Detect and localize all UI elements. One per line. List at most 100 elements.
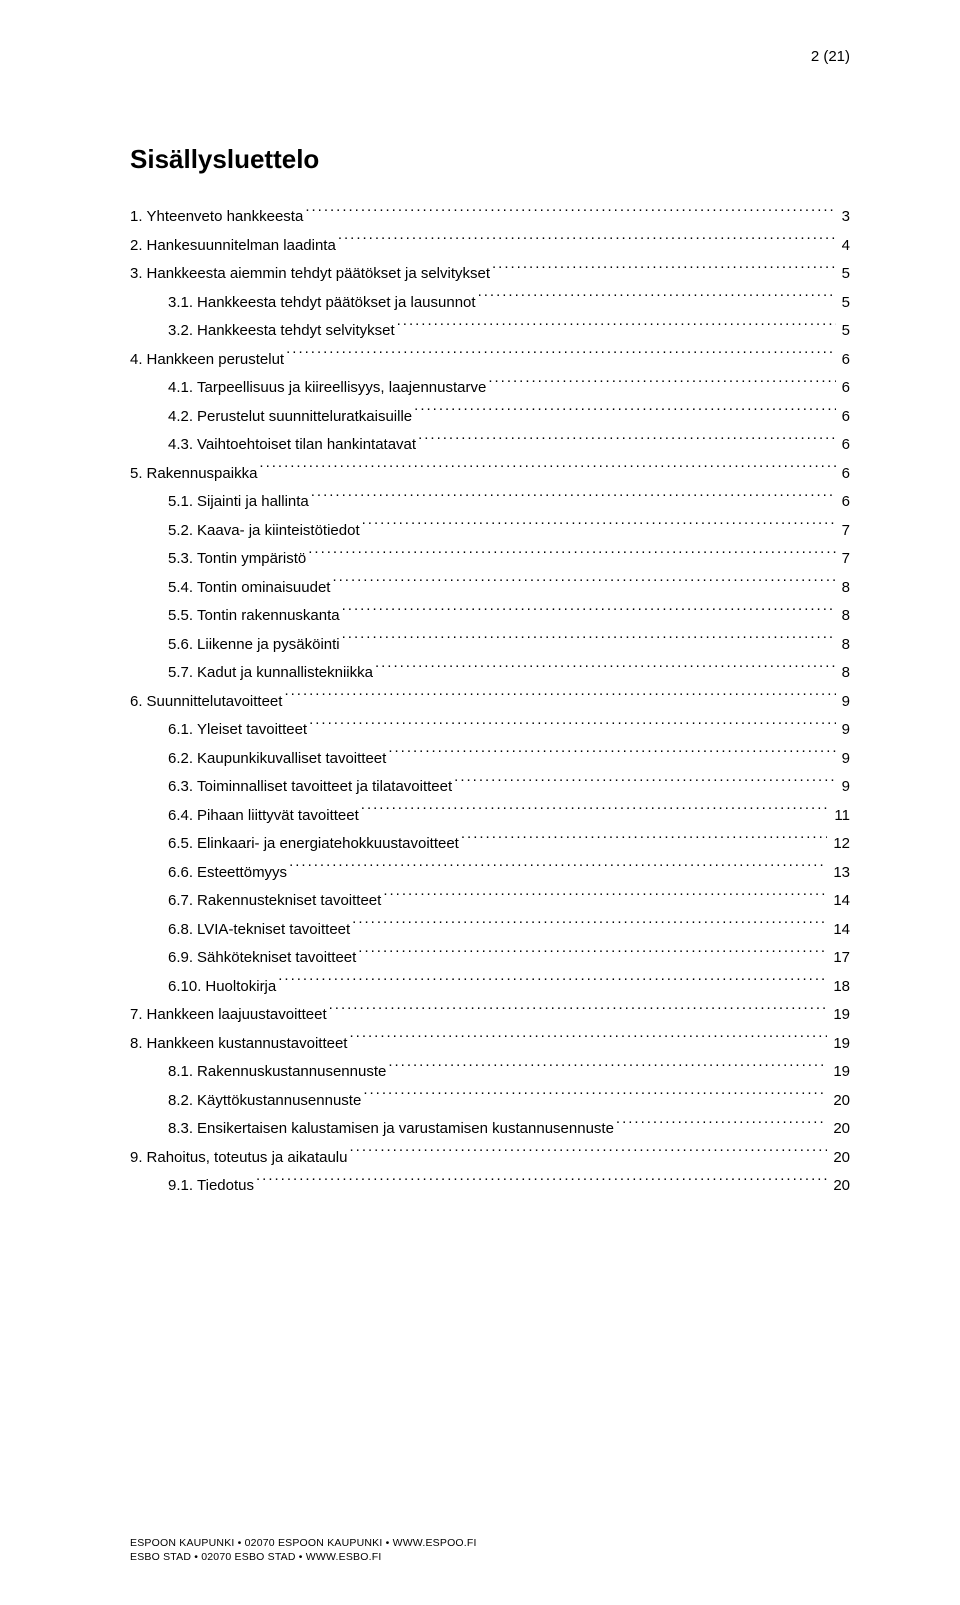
toc-entry-page: 5 [838, 289, 850, 318]
toc-entry-page: 5 [838, 317, 850, 346]
toc-entry[interactable]: 5.4. Tontin ominaisuudet 8 [130, 574, 850, 603]
toc-entry-number: 6.8. [168, 916, 193, 945]
toc-entry[interactable]: 6.7. Rakennustekniset tavoitteet14 [130, 887, 850, 916]
toc-entry[interactable]: 4.1. Tarpeellisuus ja kiireellisyys, laa… [130, 374, 850, 403]
toc-entry-page: 9 [838, 745, 850, 774]
toc-entry-number: 3. [130, 260, 143, 289]
toc-entry[interactable]: 6.5. Elinkaari- ja energiatehokkuustavoi… [130, 830, 850, 859]
toc-entry[interactable]: 6.9. Sähkötekniset tavoitteet17 [130, 944, 850, 973]
toc-entry-title: Hankkeesta tehdyt päätökset ja lausunnot [193, 289, 476, 318]
toc-leader-dots [284, 691, 835, 706]
toc-entry-title: Kaava- ja kiinteistötiedot [193, 517, 360, 546]
toc-leader-dots [492, 263, 836, 278]
toc-entry[interactable]: 6.8. LVIA-tekniset tavoitteet14 [130, 916, 850, 945]
toc-entry-title: Tontin ominaisuudet [193, 574, 330, 603]
toc-entry[interactable]: 6.2. Kaupunkikuvalliset tavoitteet9 [130, 745, 850, 774]
toc-entry[interactable]: 9. Rahoitus, toteutus ja aikataulu20 [130, 1144, 850, 1173]
toc-entry-number: 5.4. [168, 574, 193, 603]
toc-entry[interactable]: 6.4. Pihaan liittyvät tavoitteet11 [130, 802, 850, 831]
toc-entry-page: 19 [829, 1030, 850, 1059]
toc-entry-page: 20 [829, 1087, 850, 1116]
toc-entry[interactable]: 9.1. Tiedotus20 [130, 1172, 850, 1201]
toc-leader-dots [309, 719, 836, 734]
toc-entry[interactable]: 5. Rakennuspaikka6 [130, 460, 850, 489]
toc-leader-dots [363, 1090, 827, 1105]
toc-entry-title: Rakennuskustannusennuste [193, 1058, 386, 1087]
toc-entry-title: Sähkötekniset tavoitteet [193, 944, 356, 973]
toc-entry[interactable]: 6.10. Huoltokirja18 [130, 973, 850, 1002]
toc-entry[interactable]: 3. Hankkeesta aiemmin tehdyt päätökset j… [130, 260, 850, 289]
toc-leader-dots [375, 662, 836, 677]
toc-entry-page: 8 [838, 574, 850, 603]
toc-entry[interactable]: 3.1. Hankkeesta tehdyt päätökset ja laus… [130, 289, 850, 318]
toc-entry-title: Tontin ympäristö [193, 545, 306, 574]
footer: ESPOON KAUPUNKI • 02070 ESPOON KAUPUNKI … [130, 1536, 477, 1565]
toc-entry-number: 5.3. [168, 545, 193, 574]
toc-entry[interactable]: 6. Suunnittelutavoitteet9 [130, 688, 850, 717]
toc-entry-number: 8.1. [168, 1058, 193, 1087]
toc-entry[interactable]: 7. Hankkeen laajuustavoitteet19 [130, 1001, 850, 1030]
toc-entry[interactable]: 3.2. Hankkeesta tehdyt selvitykset 5 [130, 317, 850, 346]
toc-entry-page: 9 [838, 773, 850, 802]
toc-leader-dots [329, 1004, 828, 1019]
toc-title: Sisällysluettelo [130, 144, 850, 175]
toc-entry[interactable]: 6.1. Yleiset tavoitteet9 [130, 716, 850, 745]
toc-entry[interactable]: 5.6. Liikenne ja pysäköinti8 [130, 631, 850, 660]
toc-leader-dots [388, 1061, 827, 1076]
toc-entry-number: 8. [130, 1030, 143, 1059]
toc-entry[interactable]: 5.1. Sijainti ja hallinta6 [130, 488, 850, 517]
toc-entry-number: 6.4. [168, 802, 193, 831]
toc-entry-number: 6. [130, 688, 143, 717]
toc-entry-page: 6 [838, 374, 850, 403]
toc-leader-dots [488, 377, 835, 392]
toc-entry[interactable]: 5.7. Kadut ja kunnallistekniikka8 [130, 659, 850, 688]
toc-entry-title: Hankkeen kustannustavoitteet [143, 1030, 348, 1059]
page-number: 2 (21) [811, 48, 850, 65]
toc-entry-page: 11 [830, 802, 850, 831]
toc-entry-title: Suunnittelutavoitteet [143, 688, 283, 717]
toc-entry[interactable]: 2. Hankesuunnitelman laadinta4 [130, 232, 850, 261]
toc-entry-title: Rahoitus, toteutus ja aikataulu [143, 1144, 348, 1173]
toc-entry[interactable]: 1. Yhteenveto hankkeesta3 [130, 203, 850, 232]
toc-entry-title: Sijainti ja hallinta [193, 488, 309, 517]
toc-leader-dots [256, 1175, 827, 1190]
toc-entry[interactable]: 5.5. Tontin rakennuskanta 8 [130, 602, 850, 631]
toc-entry[interactable]: 8.3. Ensikertaisen kalustamisen ja varus… [130, 1115, 850, 1144]
toc-entry[interactable]: 8. Hankkeen kustannustavoitteet 19 [130, 1030, 850, 1059]
toc-entry[interactable]: 6.3. Toiminnalliset tavoitteet ja tilata… [130, 773, 850, 802]
toc-entry-title: Hankesuunnitelman laadinta [143, 232, 336, 261]
toc-entry-number: 6.10. [168, 973, 201, 1002]
toc-entry-title: Vaihtoehtoiset tilan hankintatavat [193, 431, 416, 460]
toc-entry-page: 3 [838, 203, 850, 232]
toc-entry-number: 4.2. [168, 403, 193, 432]
toc-leader-dots [311, 491, 836, 506]
toc-entry[interactable]: 8.1. Rakennuskustannusennuste19 [130, 1058, 850, 1087]
toc-entry-title: Yleiset tavoitteet [193, 716, 307, 745]
toc-entry-title: Tontin rakennuskanta [193, 602, 340, 631]
toc-entry-title: Hankkeesta tehdyt selvitykset [193, 317, 395, 346]
toc-entry-number: 4. [130, 346, 143, 375]
toc-leader-dots [397, 320, 836, 335]
toc-leader-dots [478, 292, 836, 307]
toc-entry[interactable]: 6.6. Esteettömyys13 [130, 859, 850, 888]
toc-entry-page: 8 [838, 602, 850, 631]
toc-entry-number: 6.5. [168, 830, 193, 859]
toc-entry[interactable]: 5.3. Tontin ympäristö7 [130, 545, 850, 574]
toc-entry-number: 5.5. [168, 602, 193, 631]
toc-entry[interactable]: 4.3. Vaihtoehtoiset tilan hankintatavat6 [130, 431, 850, 460]
toc-entry-title: Kaupunkikuvalliset tavoitteet [193, 745, 386, 774]
toc-entry-title: Ensikertaisen kalustamisen ja varustamis… [193, 1115, 614, 1144]
toc-entry-number: 6.3. [168, 773, 193, 802]
toc-entry[interactable]: 4.2. Perustelut suunnitteluratkaisuille6 [130, 403, 850, 432]
toc-entry-number: 5.1. [168, 488, 193, 517]
toc-entry[interactable]: 5.2. Kaava- ja kiinteistötiedot7 [130, 517, 850, 546]
toc-entry-number: 6.9. [168, 944, 193, 973]
toc-entry[interactable]: 4. Hankkeen perustelut6 [130, 346, 850, 375]
toc-entry-page: 13 [829, 859, 850, 888]
toc-entry-page: 18 [829, 973, 850, 1002]
toc-entry-number: 3.2. [168, 317, 193, 346]
toc-entry[interactable]: 8.2. Käyttökustannusennuste20 [130, 1087, 850, 1116]
toc-entry-number: 6.1. [168, 716, 193, 745]
toc-entry-page: 6 [838, 403, 850, 432]
toc-entry-title: Kadut ja kunnallistekniikka [193, 659, 373, 688]
